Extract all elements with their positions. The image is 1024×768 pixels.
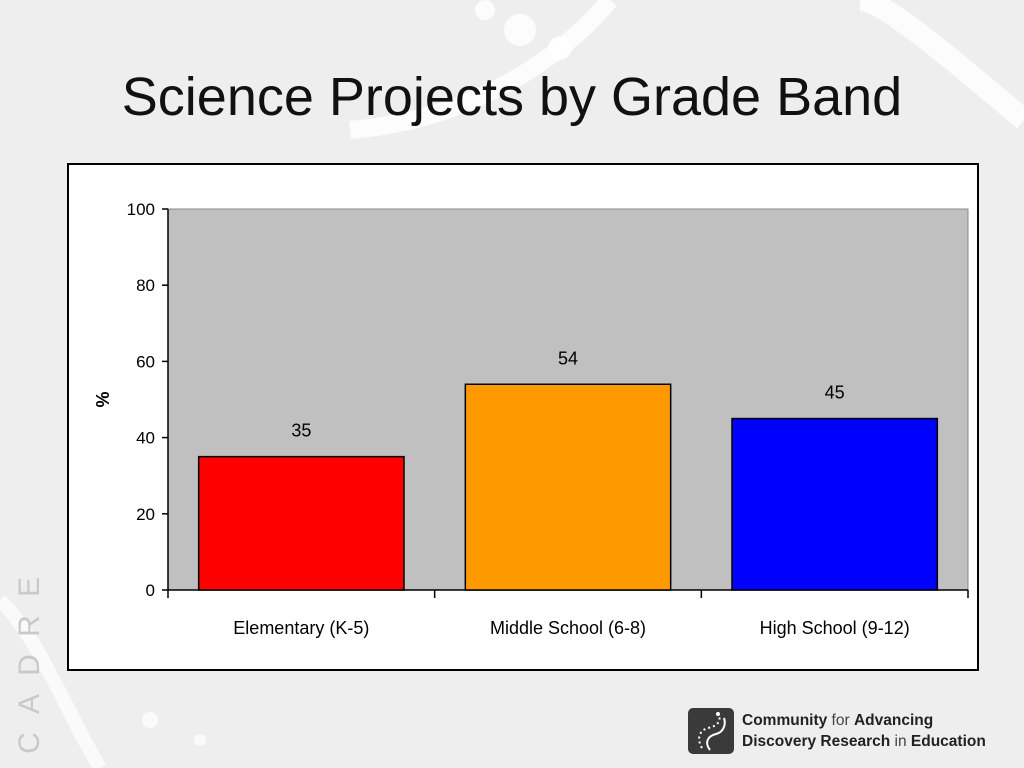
data-label: 54 <box>558 348 578 368</box>
cadre-logo-icon <box>688 708 734 754</box>
y-tick-label: 80 <box>136 276 155 295</box>
y-tick-label: 0 <box>146 581 155 600</box>
y-axis-title: % <box>93 391 113 407</box>
logo-line-1: Community for Advancing <box>742 710 986 731</box>
x-tick-label: Middle School (6-8) <box>490 618 646 638</box>
bar <box>197 455 405 591</box>
logo-wordmark: Community for Advancing Discovery Resear… <box>742 710 986 752</box>
data-label: 35 <box>291 421 311 441</box>
y-tick-label: 60 <box>136 352 155 371</box>
logo-word: Discovery Research <box>742 733 891 750</box>
data-label: 45 <box>825 383 845 403</box>
logo-line-2: Discovery Research in Education <box>742 731 986 752</box>
logo-word: for <box>827 712 854 729</box>
logo-word: in <box>890 733 911 750</box>
x-tick-label: Elementary (K-5) <box>233 618 369 638</box>
bar-chart: 0 20 40 60 80 100% 35 Elementary (K-5) 54 Middle … <box>93 200 969 638</box>
chart-frame: 0 20 40 60 80 100% 35 Elementary (K-5) 54 Middle … <box>67 163 979 671</box>
bar <box>464 383 672 591</box>
logo-word: Community <box>742 712 828 729</box>
brand-letter: R <box>12 615 46 637</box>
brand-letter: A <box>12 693 46 715</box>
logo-word: Education <box>910 733 986 750</box>
brand-letter: D <box>12 654 46 676</box>
brand-letter: E <box>12 576 46 598</box>
x-tick-label: High School (9-12) <box>760 618 910 638</box>
vertical-brand-text: E R D A C <box>10 572 50 758</box>
y-tick-label: 20 <box>136 505 155 524</box>
y-tick-label: 100 <box>127 200 155 219</box>
logo-word: Advancing <box>853 712 934 729</box>
bar <box>731 417 939 591</box>
y-tick-label: 40 <box>136 429 155 448</box>
brand-letter: C <box>12 732 46 754</box>
cadre-logo: Community for Advancing Discovery Resear… <box>688 706 1008 756</box>
slide-title: Science Projects by Grade Band <box>121 67 903 127</box>
